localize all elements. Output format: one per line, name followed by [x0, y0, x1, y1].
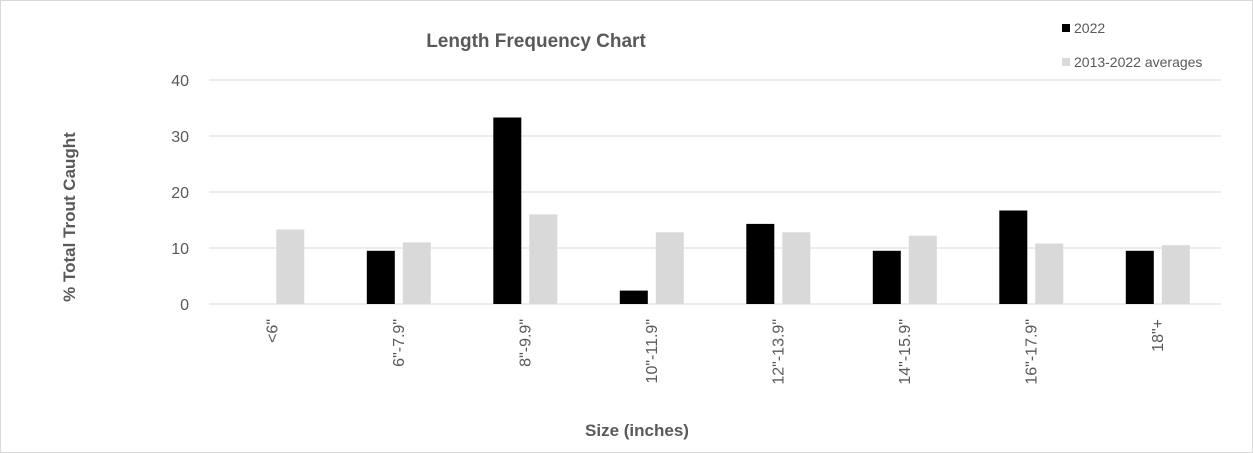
x-tick-label: 10"-11.9": [644, 319, 661, 383]
bar-series-1-cat-6: [1035, 243, 1064, 304]
bar-series-0-cat-6: [999, 210, 1028, 304]
bar-series-1-cat-2: [529, 214, 558, 304]
legend-swatch-averages: [1062, 58, 1070, 66]
bar-series-0-cat-7: [1125, 250, 1154, 304]
bar-series-0-cat-4: [746, 223, 775, 304]
x-tick-label: 12"-13.9": [770, 319, 787, 385]
y-axis-ticks: 0 10 20 30 40: [171, 73, 189, 314]
y-tick-label: 30: [171, 129, 189, 146]
bar-series-0-cat-5: [872, 250, 901, 304]
legend-label-averages: 2013-2022 averages: [1074, 54, 1202, 70]
y-tick-label: 20: [171, 185, 189, 202]
bars: [276, 117, 1190, 304]
x-tick-label: 16"-17.9": [1023, 319, 1040, 385]
bar-series-1-cat-0: [276, 229, 305, 304]
y-tick-label: 10: [171, 241, 189, 258]
x-tick-label: 18"+: [1150, 319, 1167, 352]
bar-series-1-cat-7: [1161, 245, 1190, 304]
chart-title: Length Frequency Chart: [426, 31, 646, 52]
x-axis-title: Size (inches): [585, 421, 689, 440]
y-axis-title: % Total Trout Caught: [60, 132, 79, 302]
y-tick-label: 0: [180, 297, 189, 314]
x-axis-ticks: <6" 6"-7.9" 8"-9.9" 10"-11.9" 12"-13.9" 14"-1…: [264, 319, 1167, 385]
x-tick-label: 6"-7.9": [391, 319, 408, 367]
bar-series-1-cat-3: [655, 232, 684, 304]
legend-swatch-2022: [1062, 24, 1070, 32]
bar-series-1-cat-5: [908, 235, 937, 304]
x-tick-label: 14"-15.9": [897, 319, 914, 385]
bar-series-0-cat-2: [493, 117, 522, 304]
x-tick-label: 8"-9.9": [517, 319, 534, 367]
legend-label-2022: 2022: [1074, 20, 1105, 36]
bar-series-1-cat-1: [402, 242, 431, 304]
gridlines: [209, 79, 1221, 249]
y-tick-label: 40: [171, 73, 189, 90]
bar-series-1-cat-4: [782, 232, 811, 304]
bar-series-0-cat-3: [619, 290, 648, 304]
legend: 2022 2013-2022 averages: [1062, 20, 1202, 70]
bar-series-0-cat-1: [366, 250, 395, 304]
x-tick-label: <6": [264, 319, 281, 343]
